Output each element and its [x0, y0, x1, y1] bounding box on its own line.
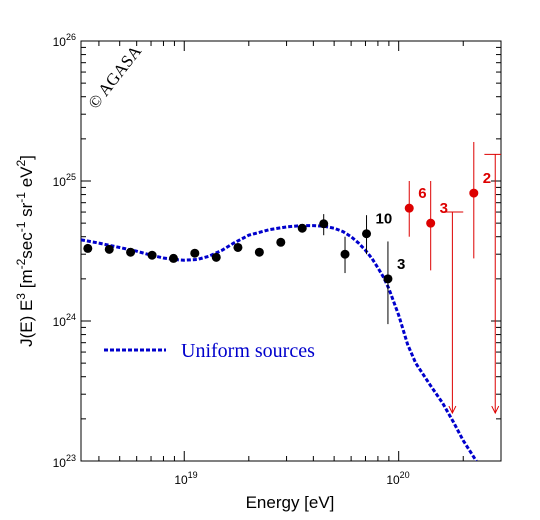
- legend: Uniform sources: [104, 340, 315, 362]
- data-point: [169, 253, 179, 263]
- data-point: [147, 250, 157, 260]
- legend-label: Uniform sources: [181, 340, 315, 362]
- y-axis-label: J(E) E3 [m-2sec-1 sr-1 eV2]: [14, 155, 36, 347]
- data-point: [297, 223, 307, 233]
- point-count-label: 10: [376, 211, 393, 228]
- data-point: [319, 219, 329, 229]
- data-point: [126, 247, 136, 257]
- y-tick-label-1e26: 1026: [53, 32, 76, 49]
- data-point: [404, 203, 414, 213]
- data-point: [383, 274, 393, 284]
- data-point: [190, 248, 200, 258]
- point-count-label: 2: [483, 170, 491, 187]
- point-count-label: 6: [418, 185, 426, 202]
- data-point: [83, 243, 93, 253]
- data-point: [254, 247, 264, 257]
- upper-limit-arrow: [491, 405, 500, 415]
- x-tick-label-1e20: 1020: [386, 470, 409, 487]
- data-point: [104, 244, 114, 254]
- upper-limit-arrow: [448, 405, 457, 415]
- data-point: [276, 237, 286, 247]
- y-tick-label-1e25: 1025: [53, 172, 76, 189]
- plot-area: [81, 141, 501, 461]
- x-tick-label-1e19: 1019: [174, 470, 197, 487]
- agasa-watermark: © AGASA: [84, 41, 145, 112]
- data-point: [340, 249, 350, 259]
- point-count-label: 3: [440, 200, 448, 217]
- data-point: [362, 229, 372, 239]
- point-count-label: 3: [397, 256, 405, 273]
- data-point: [426, 218, 436, 228]
- y-tick-label-1e24: 1024: [53, 312, 76, 329]
- x-axis-label: Energy [eV]: [246, 493, 335, 512]
- data-point: [233, 242, 243, 252]
- plot-frame: [80, 40, 502, 462]
- y-tick-label-1e23: 1023: [53, 453, 76, 470]
- data-point: [211, 252, 221, 262]
- axis-ticks: [81, 40, 502, 462]
- data-point: [469, 188, 479, 198]
